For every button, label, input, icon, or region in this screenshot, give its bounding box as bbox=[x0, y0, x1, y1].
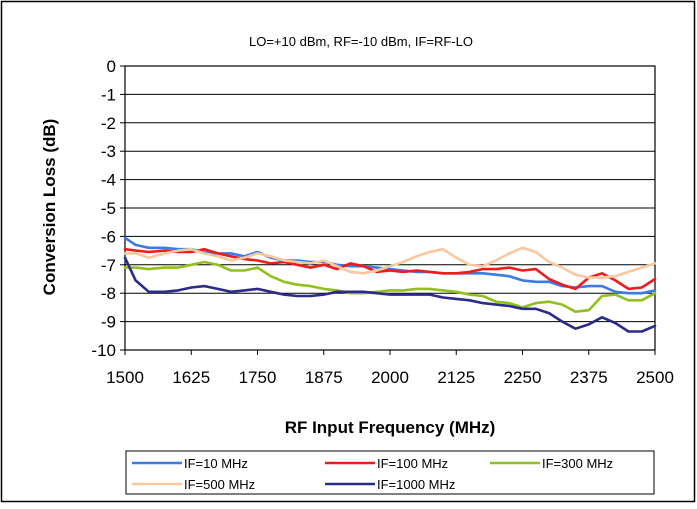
legend-label: IF=10 MHz bbox=[184, 456, 248, 471]
series-line-1 bbox=[123, 247, 657, 291]
legend: IF=10 MHz IF=100 MHz IF=300 MHz IF=500 MHz I… bbox=[132, 456, 613, 492]
x-tick-labels: 1500 1625 1750 1875 2000 2125 2250 2375 2500 bbox=[106, 368, 674, 387]
y-tick-label: -7 bbox=[101, 256, 116, 275]
y-tick-label: -10 bbox=[91, 341, 116, 360]
y-tick-label: -3 bbox=[101, 142, 116, 161]
y-tick-label: -8 bbox=[101, 284, 116, 303]
y-tick-label: -2 bbox=[101, 114, 116, 133]
y-tick-label: -9 bbox=[101, 313, 116, 332]
x-tick-label: 2500 bbox=[636, 368, 674, 387]
y-tick-labels: 0 -1 -2 -3 -4 -5 -6 -7 -8 -9 -10 bbox=[91, 57, 116, 360]
y-tick-label: -5 bbox=[101, 199, 116, 218]
legend-box bbox=[125, 450, 655, 495]
y-tick-label: -1 bbox=[101, 85, 116, 104]
x-tick-label: 2250 bbox=[504, 368, 542, 387]
chart-title: LO=+10 dBm, RF=-10 dBm, IF=RF-LO bbox=[249, 34, 473, 49]
y-tick-label: -6 bbox=[101, 227, 116, 246]
y-axis-label: Conversion Loss (dB) bbox=[40, 119, 59, 296]
series-lines bbox=[123, 236, 657, 333]
series-line-4 bbox=[123, 256, 657, 333]
x-tick-label: 1500 bbox=[106, 368, 144, 387]
legend-label: IF=1000 MHz bbox=[377, 477, 455, 492]
series-line-3 bbox=[123, 246, 657, 279]
series-line-2 bbox=[123, 260, 657, 314]
legend-label: IF=300 MHz bbox=[542, 456, 613, 471]
x-tick-label: 1750 bbox=[239, 368, 277, 387]
legend-label: IF=100 MHz bbox=[377, 456, 448, 471]
x-tick-label: 1875 bbox=[305, 368, 343, 387]
y-tick-label: -4 bbox=[101, 171, 116, 190]
x-tick-label: 2375 bbox=[570, 368, 608, 387]
x-axis-label: RF Input Frequency (MHz) bbox=[285, 418, 496, 437]
x-tick-label: 1625 bbox=[172, 368, 210, 387]
y-tick-label: 0 bbox=[107, 57, 116, 76]
legend-label: IF=500 MHz bbox=[184, 477, 255, 492]
x-tick-label: 2125 bbox=[437, 368, 475, 387]
x-tick-label: 2000 bbox=[371, 368, 409, 387]
